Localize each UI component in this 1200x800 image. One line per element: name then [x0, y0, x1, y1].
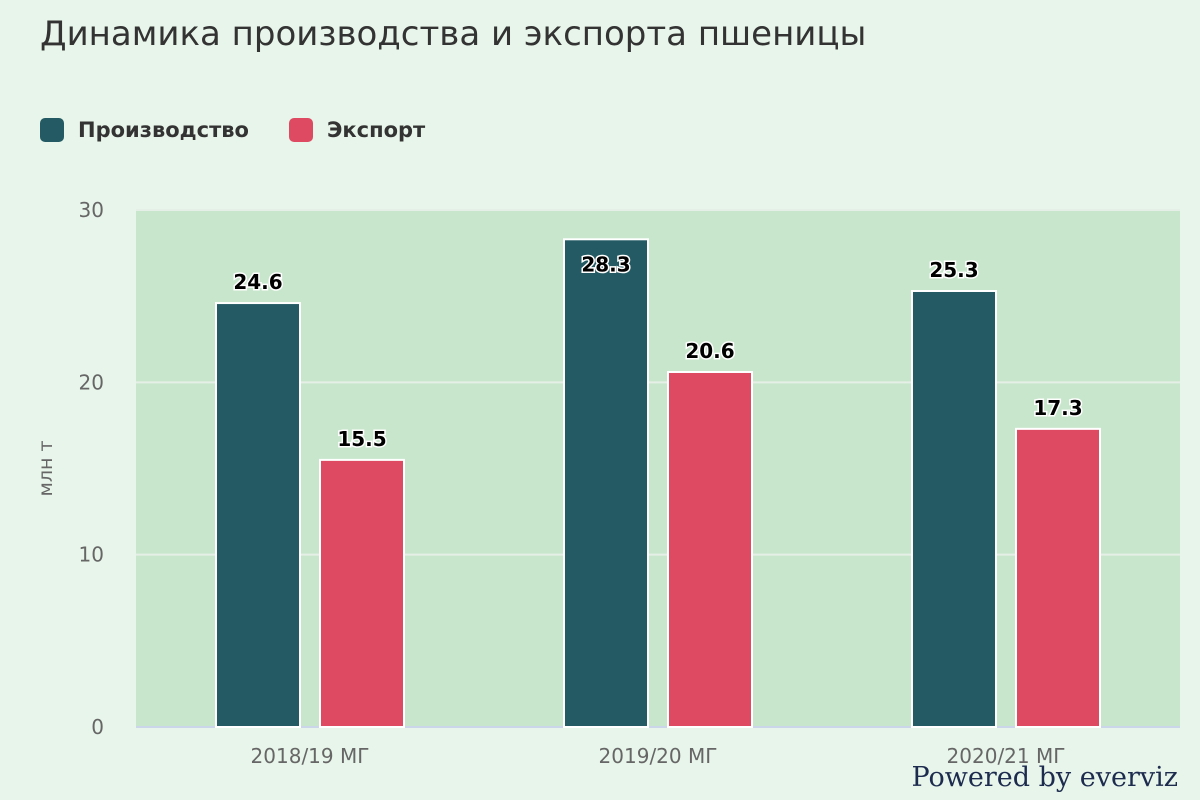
data-label: 20.6: [685, 339, 734, 363]
legend-swatch-export: [288, 118, 313, 142]
bar-production: [563, 238, 649, 728]
data-label: 28.3: [581, 252, 630, 276]
data-label: 17.3: [1033, 396, 1082, 420]
y-axis-title: млн т: [35, 440, 57, 496]
legend-swatch-production: [40, 118, 64, 142]
data-label: 24.6: [233, 270, 282, 294]
legend: Производство Экспорт: [40, 118, 425, 142]
chart-title: Динамика производства и экспорта пшеницы: [40, 14, 867, 54]
legend-item-export[interactable]: Экспорт: [288, 118, 426, 142]
y-tick-label: 0: [91, 715, 104, 739]
data-label: 15.5: [337, 427, 386, 451]
legend-label-export: Экспорт: [326, 118, 426, 142]
bar-export: [1015, 427, 1101, 728]
legend-label-production: Производство: [78, 118, 249, 142]
x-tick-label: 2020/21 МГ: [947, 744, 1066, 768]
credit-text[interactable]: Powered by everviz: [911, 762, 1178, 793]
bar-export: [667, 370, 753, 728]
data-labels: 24.6 15.5 28.3 20.6 25.3 17.3: [232, 251, 1084, 453]
gridlines: [136, 209, 1180, 728]
bars: [215, 238, 1101, 728]
data-label: 25.3: [929, 258, 978, 282]
legend-item-production[interactable]: Производство: [40, 118, 249, 142]
bar-production: [215, 302, 301, 728]
x-tick-label: 2019/20 МГ: [599, 744, 718, 768]
y-tick-label: 30: [79, 198, 104, 222]
bar-export: [319, 458, 405, 728]
bar-production: [911, 289, 997, 728]
x-tick-label: 2018/19 МГ: [251, 744, 370, 768]
y-tick-label: 10: [79, 543, 104, 567]
x-axis-ticks: 2018/19 МГ 2019/20 МГ 2020/21 МГ: [251, 744, 1066, 768]
plot-area: [136, 210, 1180, 727]
y-axis-ticks: 0 10 20 30: [79, 198, 104, 739]
y-tick-label: 20: [79, 370, 104, 394]
